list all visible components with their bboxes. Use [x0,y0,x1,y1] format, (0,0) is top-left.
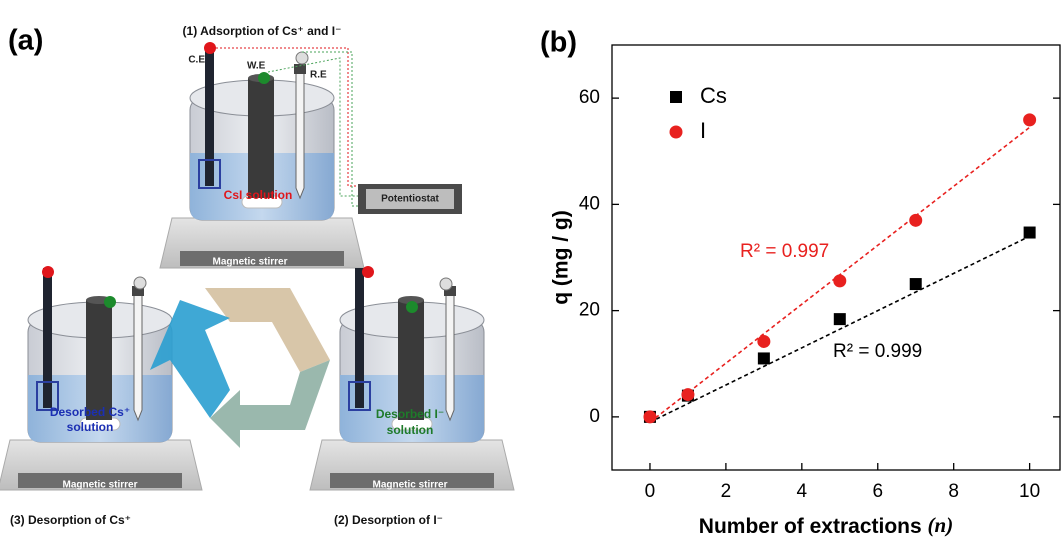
x-tick-label: 0 [645,481,656,502]
legend-label: I [700,118,706,143]
electrode-tip [258,72,270,84]
panel-label: (a) [8,25,43,57]
electrode-tip [204,42,216,54]
x-tick-label: 10 [1019,481,1040,502]
y-tick-label: 40 [579,193,600,214]
point [833,274,846,287]
x-tick-label: 6 [872,481,883,502]
figure: (a) (1) Adsorption of Cs⁺ and I⁻ C.E W.E… [0,0,1061,541]
electrode-label: C.E [188,55,205,66]
plot-frame [612,45,1060,470]
x-axis-label-text: Number of extractions [699,515,922,538]
point [909,214,922,227]
solution-label: Desorbed I⁻ [376,407,444,421]
stirrer-label: Magnetic stirrer [372,480,447,491]
solution-label: solution [67,420,114,434]
x-axis-label-var: (n) [928,513,954,537]
step-title: (3) Desorption of Cs⁺ [10,513,131,527]
y-axis-label: q (mg / g) [550,210,573,304]
x-tick-label: 2 [721,481,732,502]
y-tick-label: 0 [589,406,600,427]
electrode-tip [104,296,116,308]
point [681,388,694,401]
electrode-tip [134,277,146,289]
page: { "diagram": { "panel_label": "(a)", "st… [0,0,1061,541]
electrode-tip [362,266,374,278]
annotation: R² = 0.999 [833,341,922,362]
legend-marker [670,91,682,103]
electrode-tip [440,278,452,290]
solution-label: Desorbed Cs⁺ [50,405,130,419]
x-tick-label: 4 [797,481,808,502]
point [834,313,846,325]
panel-label: (b) [540,27,577,59]
legend-marker [670,126,683,139]
y-tick-label: 60 [579,87,600,108]
legend-label: Cs [700,83,727,108]
electrode-label: R.E [310,70,327,81]
electrode-label: W.E [247,61,266,72]
point [643,410,656,423]
beaker [0,268,202,490]
step-title: (2) Desorption of I⁻ [334,513,443,527]
potentiostat-label: Potentiostat [381,194,439,205]
electrode-tip [406,301,418,313]
electrode-tip [296,52,308,64]
solution-label: CsI solution [224,188,293,202]
stirrer-label: Magnetic stirrer [212,257,287,268]
fit-line [650,236,1030,422]
point [757,335,770,348]
electrode-tip [42,266,54,278]
point [758,352,770,364]
annotation: R² = 0.997 [740,241,829,262]
point [1023,113,1036,126]
x-axis-label: Number of extractions (n) [699,513,953,538]
solution-label: solution [387,423,434,437]
step-title: (1) Adsorption of Cs⁺ and I⁻ [183,24,342,38]
point [910,278,922,290]
x-tick-label: 8 [948,481,959,502]
stirrer-label: Magnetic stirrer [62,480,137,491]
cycle-arrow [205,288,330,372]
cycle-arrow [210,360,330,448]
point [1024,227,1036,239]
y-tick-label: 20 [579,300,600,321]
